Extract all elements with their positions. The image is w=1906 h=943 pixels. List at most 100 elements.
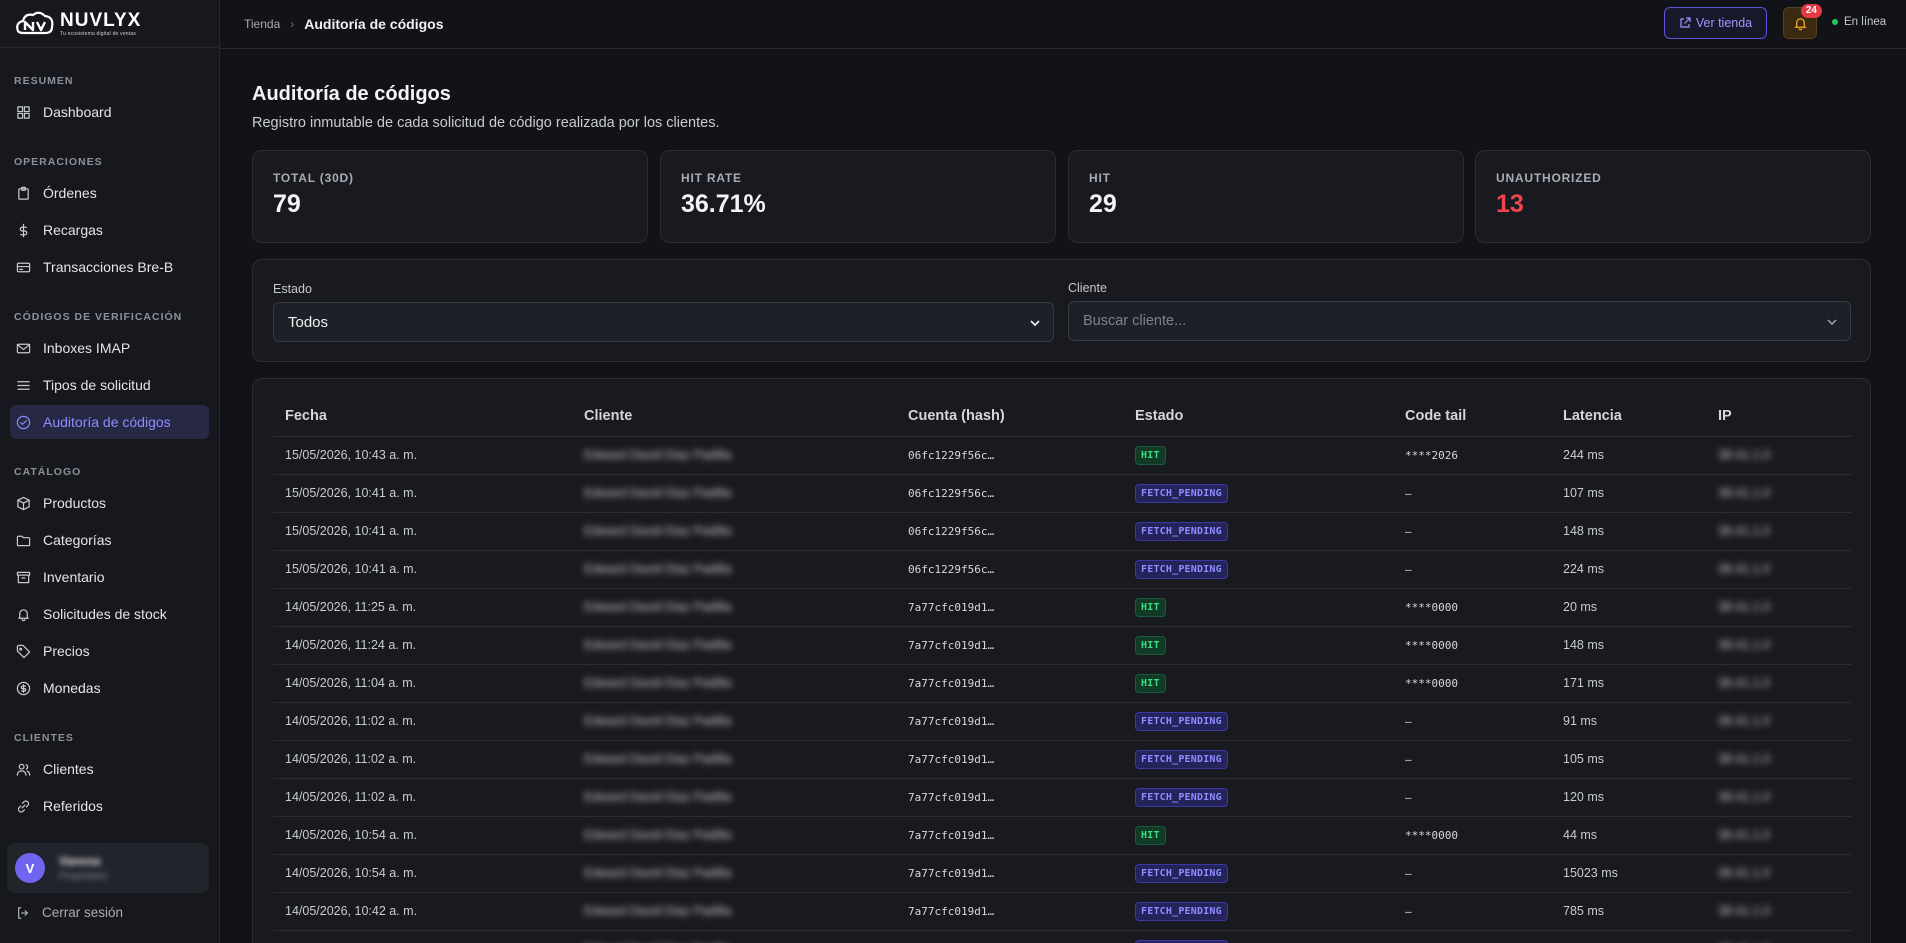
cliente-name: Edward David Diaz Padilla [584,790,732,804]
sidebar-item-label: Clientes [43,761,94,777]
table-row[interactable]: 15/05/2026, 10:41 a. m. Edward David Dia… [273,474,1852,513]
cell-cuenta-hash: 06fc1229f56c… [896,474,1123,513]
sidebar-item-label: Transacciones Bre-B [43,259,174,275]
cell-estado: FETCH_PENDING [1123,740,1393,779]
user-name: Vanesa [59,854,101,868]
breadcrumb-current: Auditoría de códigos [304,16,444,32]
sidebar: NUVLYX Tu ecosistema digital de ventas R… [0,0,220,943]
notifications-badge: 24 [1800,4,1822,18]
audit-table: Fecha Cliente Cuenta (hash) Estado Code … [273,396,1852,943]
cliente-search-select[interactable]: Buscar cliente... [1068,301,1851,341]
logout-button[interactable]: Cerrar sesión [16,905,123,920]
sidebar-item-clientes[interactable]: Clientes [10,752,209,786]
sidebar-item-label: Recargas [43,222,103,238]
sidebar-item-categorias[interactable]: Categorías [10,523,209,557]
view-store-button[interactable]: Ver tienda [1664,7,1767,39]
cliente-name: Edward David Diaz Padilla [584,752,732,766]
column-header-estado[interactable]: Estado [1123,396,1393,437]
table-row[interactable]: 14/05/2026, 10:54 a. m. Edward David Dia… [273,854,1852,893]
sidebar-item-recargas[interactable]: Recargas [10,213,209,247]
cell-latencia: 244 ms [1551,436,1706,475]
coin-icon [16,681,31,695]
cell-ip: 38.41.1.0 [1706,854,1852,893]
sidebar-item-inboxes-imap[interactable]: Inboxes IMAP [10,331,209,365]
folder-icon [16,535,31,546]
cell-ip: 38.41.1.0 [1706,778,1852,817]
cell-cuenta-hash: 06fc1229f56c… [896,436,1123,475]
column-header-code-tail[interactable]: Code tail [1393,396,1551,437]
cell-cuenta-hash: 06fc1229f56c… [896,550,1123,589]
ip-address: 38.41.1.0 [1718,828,1771,842]
table-row[interactable]: 15/05/2026, 10:43 a. m. Edward David Dia… [273,436,1852,475]
table-row[interactable]: 14/05/2026, 11:25 a. m. Edward David Dia… [273,588,1852,627]
sidebar-item-label: Tipos de solicitud [43,377,151,393]
cell-latencia: 120 ms [1551,778,1706,817]
column-header-cuenta-hash[interactable]: Cuenta (hash) [896,396,1123,437]
nav-section-title: RESUMEN [14,75,74,87]
stat-label: TOTAL (30D) [273,171,354,185]
user-card[interactable]: V Vanesa Propietario [7,843,209,893]
table-row[interactable]: 14/05/2026, 10:41 a. m. Edward David Dia… [273,930,1852,943]
status-badge: FETCH_PENDING [1135,521,1228,541]
cell-cliente: Edward David Diaz Padilla [572,816,896,855]
table-row[interactable]: 14/05/2026, 10:54 a. m. Edward David Dia… [273,816,1852,855]
cell-estado: FETCH_PENDING [1123,892,1393,931]
cell-fecha: 14/05/2026, 11:02 a. m. [273,702,572,741]
cell-latencia: 15023 ms [1551,854,1706,893]
card-icon [16,262,31,272]
cell-estado: FETCH_PENDING [1123,512,1393,551]
table-row[interactable]: 15/05/2026, 10:41 a. m. Edward David Dia… [273,512,1852,551]
cell-code-tail: – [1393,778,1551,817]
sidebar-item-precios[interactable]: Precios [10,634,209,668]
table-row[interactable]: 14/05/2026, 11:02 a. m. Edward David Dia… [273,740,1852,779]
cell-ip: 38.41.1.0 [1706,816,1852,855]
sidebar-item-productos[interactable]: Productos [10,486,209,520]
table-row[interactable]: 14/05/2026, 11:04 a. m. Edward David Dia… [273,664,1852,703]
column-header-latencia[interactable]: Latencia [1551,396,1706,437]
ip-address: 38.41.1.0 [1718,600,1771,614]
brand-logo[interactable]: NUVLYX Tu ecosistema digital de ventas [0,0,219,48]
sidebar-item-monedas[interactable]: Monedas [10,671,209,705]
sidebar-item-label: Solicitudes de stock [43,606,167,622]
cell-cuenta-hash: 7a77cfc019d1… [896,588,1123,627]
status-badge: FETCH_PENDING [1135,863,1228,883]
table-row[interactable]: 14/05/2026, 11:24 a. m. Edward David Dia… [273,626,1852,665]
column-header-ip[interactable]: IP [1706,396,1852,437]
cell-cliente: Edward David Diaz Padilla [572,512,896,551]
sidebar-item-dashboard[interactable]: Dashboard [10,95,209,129]
sidebar-item-referidos[interactable]: Referidos [10,789,209,823]
topbar: Tienda › Auditoría de códigos Ver tienda… [220,0,1906,49]
table-row[interactable]: 14/05/2026, 11:02 a. m. Edward David Dia… [273,702,1852,741]
column-header-cliente[interactable]: Cliente [572,396,896,437]
notifications-button[interactable]: 24 [1783,4,1822,39]
stat-label: HIT RATE [681,171,742,185]
cell-estado: HIT [1123,816,1393,855]
cell-cliente: Edward David Diaz Padilla [572,588,896,627]
cell-latencia: 148 ms [1551,512,1706,551]
sidebar-item-solicitudes-de-stock[interactable]: Solicitudes de stock [10,597,209,631]
table-row[interactable]: 14/05/2026, 11:02 a. m. Edward David Dia… [273,778,1852,817]
sidebar-item-transacciones-bre-b[interactable]: Transacciones Bre-B [10,250,209,284]
cell-latencia: 148 ms [1551,626,1706,665]
ip-address: 38.41.1.0 [1718,790,1771,804]
column-header-fecha[interactable]: Fecha [273,396,572,437]
cell-cliente: Edward David Diaz Padilla [572,778,896,817]
sidebar-item-inventario[interactable]: Inventario [10,560,209,594]
estado-select[interactable]: Todos [273,302,1054,342]
sidebar-item-label: Monedas [43,680,101,696]
cell-code-tail: ****0000 [1393,626,1551,665]
sidebar-item-ordenes[interactable]: Órdenes [10,176,209,210]
check-circle-icon [16,415,31,429]
cell-latencia: 105 ms [1551,740,1706,779]
cell-estado: FETCH_PENDING [1123,778,1393,817]
cell-cliente: Edward David Diaz Padilla [572,664,896,703]
sidebar-item-auditoria-de-codigos[interactable]: Auditoría de códigos [10,405,209,439]
table-row[interactable]: 14/05/2026, 10:42 a. m. Edward David Dia… [273,892,1852,931]
breadcrumb-root[interactable]: Tienda [244,17,281,31]
cell-estado: FETCH_PENDING [1123,474,1393,513]
cell-ip: 38.41.1.0 [1706,474,1852,513]
stat-card-total: TOTAL (30D) 79 [252,150,648,243]
table-row[interactable]: 15/05/2026, 10:41 a. m. Edward David Dia… [273,550,1852,589]
sidebar-item-tipos-de-solicitud[interactable]: Tipos de solicitud [10,368,209,402]
ip-address: 38.41.1.0 [1718,866,1771,880]
